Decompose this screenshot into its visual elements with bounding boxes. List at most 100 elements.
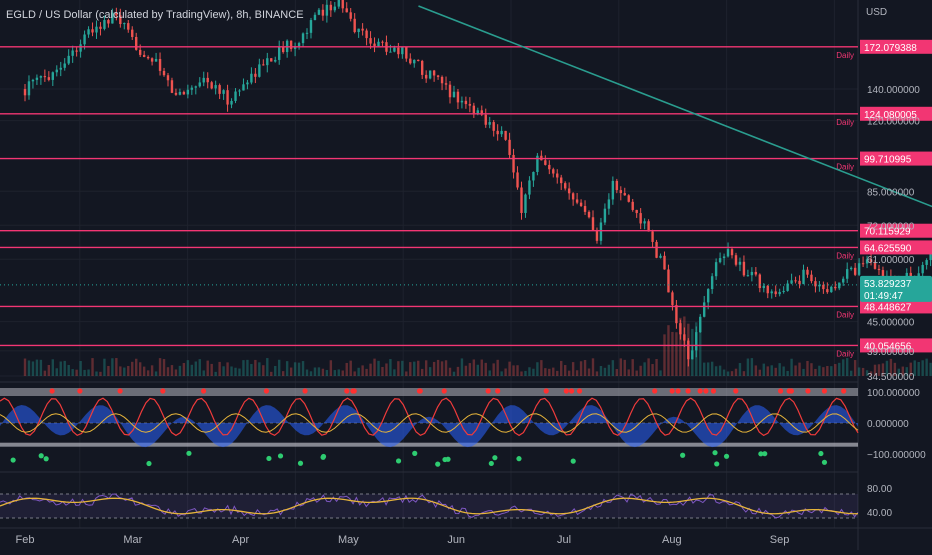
candle-body[interactable] — [393, 47, 396, 52]
candle-body[interactable] — [198, 82, 201, 87]
candle-body[interactable] — [635, 209, 638, 214]
candle-body[interactable] — [810, 274, 813, 282]
candle-body[interactable] — [476, 110, 480, 114]
candle-body[interactable] — [226, 90, 229, 105]
trendline[interactable] — [418, 5, 932, 285]
candle-body[interactable] — [186, 89, 190, 95]
candle-body[interactable] — [333, 6, 337, 11]
candle-body[interactable] — [154, 58, 158, 62]
candle-body[interactable] — [222, 90, 225, 94]
candle-body[interactable] — [365, 30, 368, 39]
candle-body[interactable] — [67, 55, 70, 64]
candle-body[interactable] — [146, 56, 150, 59]
candle-body[interactable] — [619, 190, 622, 194]
candle-body[interactable] — [655, 241, 658, 258]
candle-body[interactable] — [595, 229, 599, 241]
candle-body[interactable] — [444, 83, 448, 85]
candle-body[interactable] — [869, 259, 873, 263]
candle-body[interactable] — [877, 268, 881, 271]
candle-body[interactable] — [170, 80, 174, 93]
candle-body[interactable] — [881, 270, 885, 279]
candle-body[interactable] — [472, 105, 476, 114]
candle-body[interactable] — [794, 280, 797, 282]
candle-body[interactable] — [556, 173, 559, 178]
candle-body[interactable] — [142, 54, 146, 57]
candle-body[interactable] — [246, 82, 249, 85]
candle-body[interactable] — [254, 73, 257, 77]
candle-body[interactable] — [27, 81, 31, 96]
candle-body[interactable] — [91, 29, 94, 33]
candle-body[interactable] — [357, 28, 360, 33]
candle-body[interactable] — [397, 47, 400, 55]
candle-body[interactable] — [873, 262, 877, 269]
trendline-layer[interactable] — [0, 5, 932, 286]
candle-body[interactable] — [456, 91, 460, 103]
candle-body[interactable] — [750, 271, 754, 276]
candle-body[interactable] — [746, 275, 750, 277]
candle-body[interactable] — [536, 155, 539, 172]
candle-body[interactable] — [297, 43, 301, 47]
candle-body[interactable] — [301, 33, 305, 44]
candle-body[interactable] — [436, 75, 440, 77]
candle-body[interactable] — [190, 87, 194, 90]
candle-body[interactable] — [718, 258, 722, 263]
candle-body[interactable] — [258, 64, 261, 77]
current-price-badge[interactable] — [860, 275, 932, 302]
candle-body[interactable] — [849, 267, 853, 270]
candle-body[interactable] — [488, 122, 491, 125]
candle-body[interactable] — [119, 15, 122, 25]
candle-body[interactable] — [766, 285, 769, 294]
candle-body[interactable] — [448, 84, 452, 98]
candle-body[interactable] — [123, 23, 126, 25]
candle-body[interactable] — [373, 43, 376, 47]
candle-body[interactable] — [865, 259, 869, 264]
candle-body[interactable] — [43, 76, 47, 78]
candle-body[interactable] — [405, 47, 408, 59]
candle-body[interactable] — [274, 59, 277, 62]
candle-body[interactable] — [480, 110, 483, 115]
candle-body[interactable] — [329, 4, 333, 11]
candle-body[interactable] — [675, 305, 678, 324]
candle-body[interactable] — [99, 26, 102, 29]
candle-body[interactable] — [270, 58, 273, 62]
candle-body[interactable] — [925, 260, 928, 265]
candle-body[interactable] — [150, 58, 154, 62]
candle-body[interactable] — [822, 284, 825, 290]
horizontal-levels[interactable]: Daily Daily Daily Daily Daily Daily — [0, 46, 858, 359]
candle-body[interactable] — [278, 46, 281, 60]
candle-body[interactable] — [420, 60, 424, 75]
candle-body[interactable] — [234, 91, 237, 101]
candle-body[interactable] — [818, 284, 821, 287]
candle-body[interactable] — [337, 0, 340, 7]
candle-body[interactable] — [377, 41, 380, 47]
candle-body[interactable] — [599, 222, 603, 241]
candle-body[interactable] — [532, 171, 535, 181]
candle-body[interactable] — [413, 59, 416, 64]
candle-body[interactable] — [381, 41, 384, 43]
candle-body[interactable] — [579, 202, 583, 207]
candle-body[interactable] — [929, 253, 932, 261]
candle-body[interactable] — [194, 86, 197, 88]
candle-body[interactable] — [492, 122, 495, 131]
candle-body[interactable] — [699, 316, 702, 333]
candle-body[interactable] — [706, 289, 710, 303]
candle-body[interactable] — [734, 255, 738, 265]
candle-body[interactable] — [325, 4, 329, 16]
candle-body[interactable] — [643, 221, 646, 224]
candle-body[interactable] — [23, 89, 27, 96]
candle-body[interactable] — [202, 77, 205, 83]
candle-body[interactable] — [615, 180, 619, 191]
candle-body[interactable] — [460, 100, 464, 103]
candle-body[interactable] — [603, 208, 607, 223]
candle-body[interactable] — [563, 183, 567, 189]
candle-body[interactable] — [210, 82, 213, 89]
candle-body[interactable] — [695, 332, 698, 351]
candle-body[interactable] — [722, 256, 726, 259]
candle-body[interactable] — [51, 72, 55, 80]
oscillator-pane[interactable] — [0, 388, 859, 467]
candle-body[interactable] — [35, 77, 39, 80]
candle-body[interactable] — [417, 59, 420, 61]
candle-body[interactable] — [432, 70, 436, 76]
candle-body[interactable] — [710, 276, 714, 290]
